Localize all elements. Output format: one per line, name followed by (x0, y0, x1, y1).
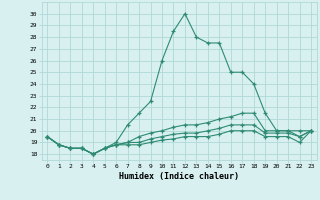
X-axis label: Humidex (Indice chaleur): Humidex (Indice chaleur) (119, 172, 239, 181)
